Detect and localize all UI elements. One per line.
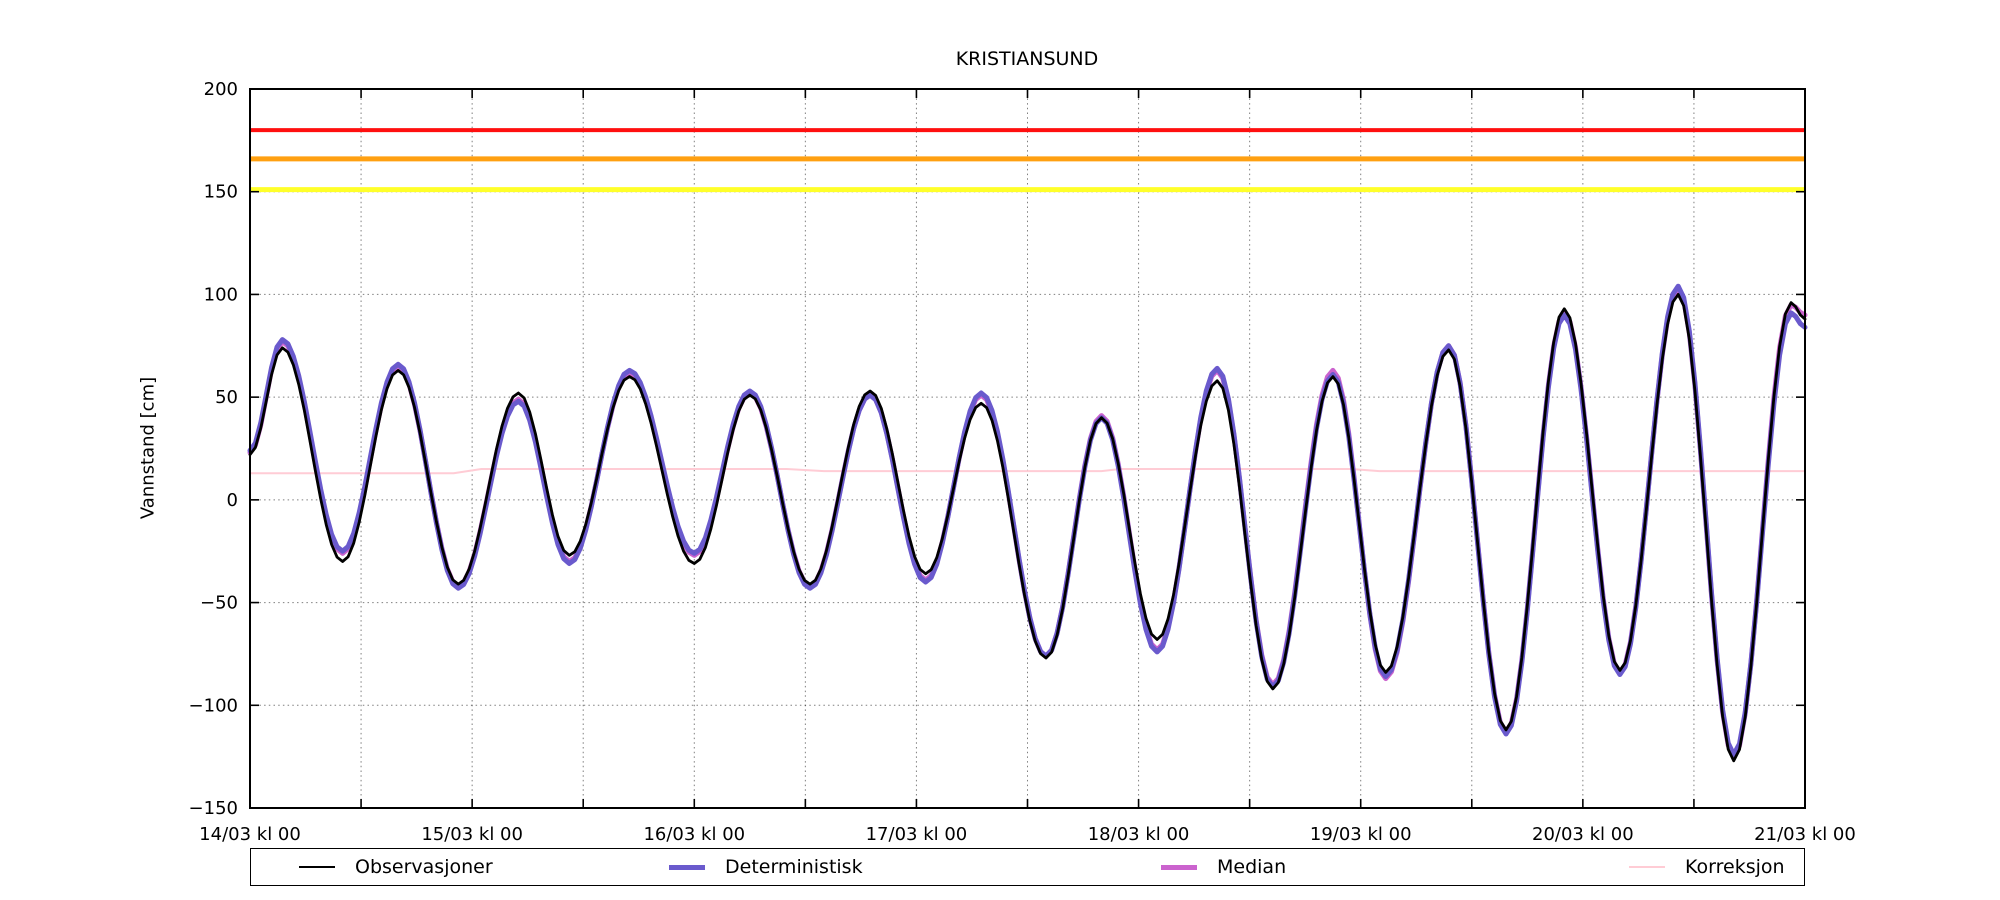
legend-item-deterministisk: Deterministisk [669, 849, 863, 885]
legend-sample-line [669, 864, 705, 870]
y-tick-label: 150 [204, 182, 238, 203]
legend-item-median: Median [1161, 849, 1286, 885]
y-tick-label: 100 [204, 284, 238, 305]
y-tick-label: −150 [189, 798, 238, 819]
y-tick-label: 200 [204, 79, 238, 100]
series-korreksjon [249, 468, 1806, 475]
y-tick-label: 50 [215, 387, 238, 408]
x-tick-label: 15/03 kl 00 [421, 824, 523, 845]
y-tick-label: −100 [189, 695, 238, 716]
x-tick-label: 19/03 kl 00 [1310, 824, 1412, 845]
legend: Observasjoner Deterministisk Median Korreks… [250, 848, 1805, 886]
legend-item-label: Korreksjon [1685, 856, 1785, 878]
legend-sample-line [1161, 864, 1197, 870]
series-observasjoner [248, 293, 1807, 763]
x-tick-label: 20/03 kl 00 [1532, 824, 1634, 845]
chart-title: KRISTIANSUND [955, 48, 1099, 70]
x-tick-label: 21/03 kl 00 [1754, 824, 1856, 845]
x-tick-label: 18/03 kl 00 [1088, 824, 1190, 845]
legend-item-label: Median [1217, 856, 1287, 878]
legend-item-observasjoner: Observasjoner [299, 849, 493, 885]
legend-item-label: Observasjoner [355, 856, 493, 878]
x-tick-label: 14/03 kl 00 [199, 824, 301, 845]
y-tick-label: −50 [200, 593, 238, 614]
series-deterministisk [247, 283, 1808, 758]
legend-sample-line [1629, 866, 1665, 868]
y-tick-label: 0 [227, 490, 238, 511]
x-tick-label: 16/03 kl 00 [643, 824, 745, 845]
x-tick-label: 17/03 kl 00 [866, 824, 968, 845]
legend-item-korreksjon: Korreksjon [1629, 849, 1785, 885]
legend-sample-line [299, 866, 335, 868]
legend-item-label: Deterministisk [725, 856, 863, 878]
